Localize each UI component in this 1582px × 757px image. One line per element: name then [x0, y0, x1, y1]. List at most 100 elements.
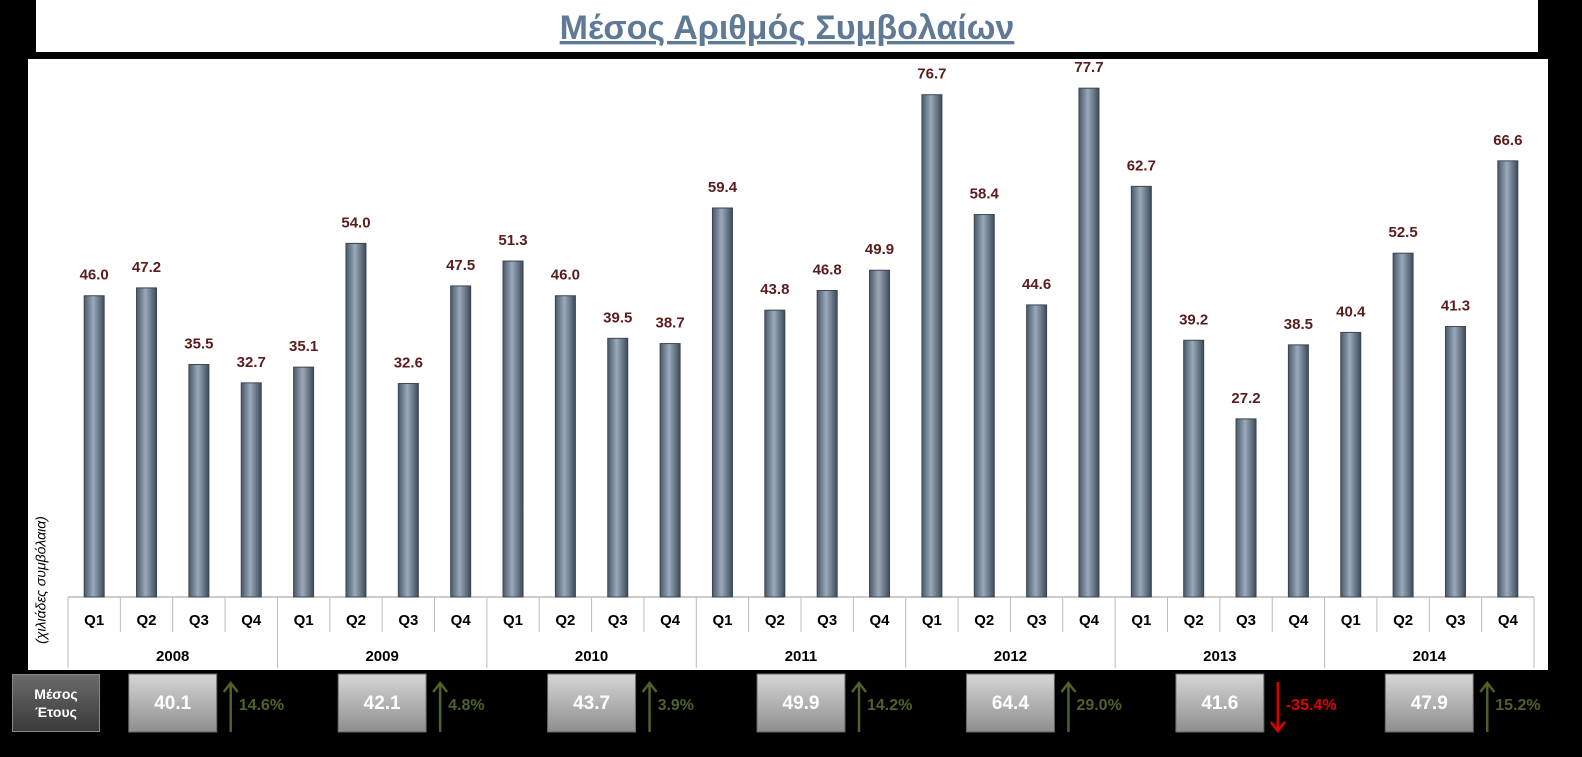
x-tick-label: Q2: [974, 612, 994, 629]
x-tick-label: Q3: [1027, 612, 1047, 629]
value-label: 76.7: [917, 66, 946, 83]
value-label: 27.2: [1231, 390, 1260, 407]
x-tick-label: Q3: [608, 612, 628, 629]
change-label: 4.8%: [448, 697, 484, 714]
year-average-box: [965, 673, 1055, 733]
bar: [607, 337, 629, 598]
year-average: 41.6: [1201, 693, 1238, 714]
value-label: 35.5: [184, 335, 213, 352]
group-label: 2014: [1413, 648, 1447, 665]
bar: [973, 214, 995, 598]
bar: [397, 383, 419, 598]
value-label: 54.0: [341, 214, 370, 231]
year-average-box: [756, 673, 846, 733]
x-tick-label: Q2: [1184, 612, 1204, 629]
value-label: 40.4: [1336, 303, 1366, 320]
value-label: 77.7: [1074, 59, 1103, 76]
year-average: 42.1: [364, 693, 401, 714]
year-average: 64.4: [992, 693, 1029, 714]
x-tick-label: Q2: [1393, 612, 1413, 629]
x-tick-label: Q1: [922, 612, 942, 629]
x-tick-label: Q4: [241, 612, 262, 629]
change-arrow: [851, 680, 867, 732]
year-average-box: [337, 673, 427, 733]
summary-label: Μέσος Έτους: [12, 674, 100, 732]
bar: [711, 207, 733, 598]
value-label: 38.5: [1284, 316, 1313, 333]
change-label: 14.6%: [239, 697, 284, 714]
x-tick-label: Q4: [1288, 612, 1309, 629]
x-tick-label: Q1: [294, 612, 314, 629]
change-arrow: [222, 680, 239, 732]
title-bar: [36, 0, 1538, 52]
bar: [1392, 252, 1414, 598]
value-label: 51.3: [498, 232, 527, 249]
bar: [83, 295, 105, 598]
value-label: 46.0: [80, 267, 109, 284]
year-average: 49.9: [783, 693, 820, 714]
x-tick-label: Q3: [817, 612, 837, 629]
x-tick-label: Q1: [1341, 612, 1361, 629]
bar: [450, 285, 472, 598]
value-label: 32.7: [237, 354, 266, 371]
bar: [1287, 344, 1309, 598]
x-tick-label: Q3: [1445, 612, 1465, 629]
value-label: 47.2: [132, 259, 161, 276]
bar: [345, 242, 367, 598]
bar: [188, 364, 210, 598]
bar: [1444, 326, 1466, 598]
x-tick-label: Q4: [660, 612, 681, 629]
x-tick-label: Q1: [1131, 612, 1151, 629]
bar: [1340, 331, 1362, 598]
change-label: 29.0%: [1076, 697, 1121, 714]
bar: [659, 343, 681, 598]
value-label: 39.5: [603, 309, 632, 326]
group-label: 2009: [365, 648, 398, 665]
group-label: 2013: [1203, 648, 1236, 665]
value-label: 32.6: [394, 354, 423, 371]
change-label: 15.2%: [1495, 697, 1540, 714]
bar: [921, 94, 943, 598]
value-label: 46.8: [813, 261, 842, 278]
change-label: -35.4%: [1286, 697, 1337, 714]
value-label: 52.5: [1389, 224, 1418, 241]
value-label: 38.7: [656, 315, 685, 332]
x-tick-label: Q2: [765, 612, 785, 629]
bar: [764, 309, 786, 598]
bar: [240, 382, 262, 598]
x-tick-label: Q2: [346, 612, 366, 629]
x-tick-label: Q3: [1236, 612, 1256, 629]
bar: [502, 260, 524, 598]
value-label: 62.7: [1127, 157, 1156, 174]
value-label: 39.2: [1179, 311, 1208, 328]
value-label: 43.8: [760, 281, 789, 298]
bar: [1078, 87, 1100, 598]
bar: [1026, 304, 1048, 598]
year-average: 47.9: [1411, 693, 1448, 714]
value-label: 47.5: [446, 257, 475, 274]
group-label: 2010: [575, 648, 608, 665]
bar: [1183, 339, 1205, 598]
year-average: 43.7: [573, 693, 610, 714]
value-label: 66.6: [1493, 132, 1522, 149]
x-tick-label: Q1: [84, 612, 104, 629]
change-arrow: [1060, 680, 1077, 732]
change-arrow: [1479, 680, 1496, 732]
x-tick-label: Q2: [555, 612, 575, 629]
x-tick-label: Q2: [137, 612, 157, 629]
value-label: 59.4: [708, 179, 738, 196]
value-label: 49.9: [865, 241, 894, 258]
year-average-box: [1384, 673, 1474, 733]
group-label: 2008: [156, 648, 189, 665]
y-axis-label: (χιλιάδες συμβόλαια): [33, 516, 49, 644]
change-label: 3.9%: [658, 697, 694, 714]
value-label: 58.4: [970, 186, 1000, 203]
bar: [816, 290, 838, 598]
value-label: 44.6: [1022, 276, 1051, 293]
x-tick-label: Q1: [712, 612, 732, 629]
bar: [1497, 160, 1519, 598]
x-tick-label: Q4: [1079, 612, 1100, 629]
bar: [293, 366, 315, 598]
